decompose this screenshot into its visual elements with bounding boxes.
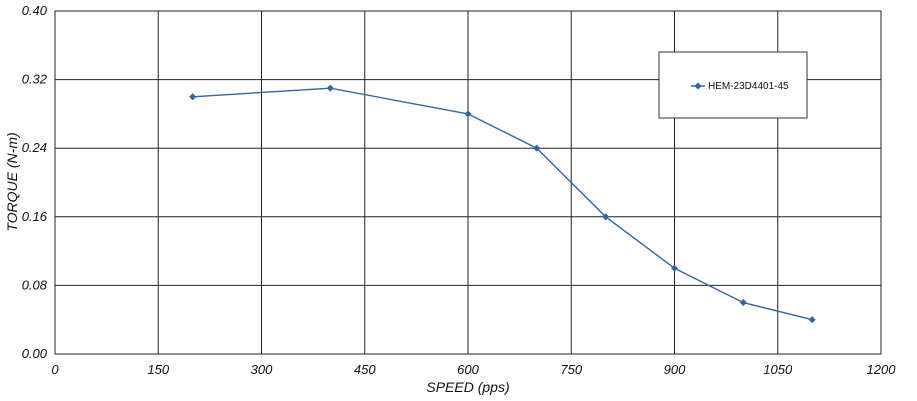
x-tick-label: 900 <box>664 362 686 377</box>
x-tick-label: 750 <box>560 362 582 377</box>
legend: HEM-23D4401-45 <box>658 51 808 119</box>
data-point <box>533 144 541 152</box>
series-line <box>192 87 813 321</box>
data-point <box>670 264 679 272</box>
legend-marker-swatch <box>694 82 702 90</box>
y-tick-label: 0.32 <box>22 72 48 87</box>
data-point <box>739 299 747 307</box>
data-point <box>464 110 472 118</box>
y-tick-label: 0.08 <box>22 277 48 292</box>
x-tick-label: 1050 <box>763 362 793 377</box>
series-group <box>189 84 816 324</box>
y-tick-label: 0.00 <box>22 346 48 361</box>
y-axis-title: TORQUE (N-m) <box>4 132 20 231</box>
x-tick-label: 1200 <box>867 362 897 377</box>
y-tick-label: 0.40 <box>22 3 48 18</box>
plot-area-border <box>54 10 882 355</box>
x-tick-label: 300 <box>251 362 273 377</box>
data-point <box>808 316 816 324</box>
legend-series-label: HEM-23D4401-45 <box>708 81 789 92</box>
x-axis-title: SPEED (pps) <box>426 379 509 395</box>
x-tick-labels: 0 150 300 450 600 750 900 1050 1200 <box>51 362 896 377</box>
x-tick-label: 150 <box>147 362 169 377</box>
legend-box <box>658 51 808 119</box>
x-tick-label: 600 <box>457 362 479 377</box>
y-tick-label: 0.16 <box>22 209 48 224</box>
y-tick-labels: 0.00 0.08 0.16 0.24 0.32 0.40 <box>22 3 48 361</box>
data-point <box>326 84 334 92</box>
y-tick-label: 0.24 <box>22 140 47 155</box>
data-point <box>602 213 610 221</box>
x-tick-label: 0 <box>51 362 59 377</box>
data-point <box>189 93 197 101</box>
x-tick-label: 450 <box>354 362 376 377</box>
